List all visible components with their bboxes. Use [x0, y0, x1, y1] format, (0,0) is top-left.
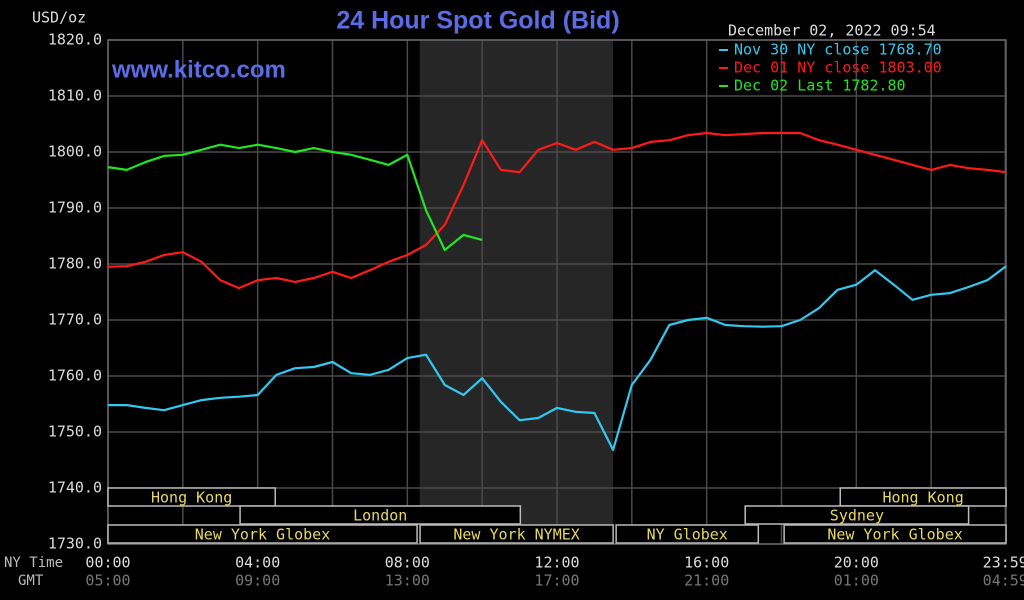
- series-line: [107, 143, 483, 252]
- y-tick-label: 1760.0: [48, 367, 102, 385]
- y-tick-label: 1770.0: [48, 311, 102, 329]
- session-box: [239, 505, 522, 525]
- y-tick-label: 1750.0: [48, 423, 102, 441]
- y-tick-label: 1820.0: [48, 31, 102, 49]
- legend-label: Dec 02 Last 1782.80: [734, 77, 906, 95]
- legend-label: Dec 01 NY close 1803.00: [734, 59, 942, 77]
- timestamp: December 02, 2022 09:54: [728, 22, 936, 40]
- session-label: Sydney: [830, 507, 884, 525]
- legend-label: Nov 30 NY close 1768.70: [734, 41, 942, 59]
- x2-tick-label: 09:00: [235, 572, 280, 590]
- x-tick-label: 00:00: [85, 554, 130, 572]
- y-unit: USD/oz: [32, 9, 86, 27]
- x-tick-label: 20:00: [834, 554, 879, 572]
- session-label: New York NYMEX: [453, 526, 579, 544]
- series-line: [107, 131, 1007, 290]
- x-tick-label: 12:00: [534, 554, 579, 572]
- x-tick-label: 08:00: [385, 554, 430, 572]
- x2-label: GMT: [18, 573, 44, 589]
- series-line: [108, 265, 1007, 451]
- x-label: NY Time: [4, 555, 63, 571]
- x2-tick-label: 01:00: [834, 572, 879, 590]
- chart-title: 24 Hour Spot Gold (Bid): [336, 7, 619, 35]
- plot-border: [107, 39, 1007, 545]
- session-box: [107, 524, 418, 544]
- session-label: Hong Kong: [151, 489, 232, 507]
- x2-tick-label: 21:00: [684, 572, 729, 590]
- x-tick-label: 04:00: [235, 554, 280, 572]
- y-tick-label: 1780.0: [48, 255, 102, 273]
- watermark: www.kitco.com: [111, 56, 286, 83]
- session-box: [615, 524, 760, 544]
- x2-tick-label: 13:00: [385, 572, 430, 590]
- y-tick-label: 1810.0: [48, 87, 102, 105]
- x2-tick-label: 05:00: [85, 572, 130, 590]
- session-box: [744, 505, 970, 525]
- x2-tick-label: 17:00: [534, 572, 579, 590]
- x-tick-label: 23:59: [983, 554, 1024, 572]
- x-tick-label: 16:00: [684, 554, 729, 572]
- session-label: New York Globex: [827, 526, 962, 544]
- session-label: London: [353, 507, 407, 525]
- x2-tick-label: 04:59: [983, 572, 1024, 590]
- y-tick-label: 1790.0: [48, 199, 102, 217]
- session-box: [107, 487, 277, 507]
- y-tick-label: 1740.0: [48, 479, 102, 497]
- session-box: [419, 524, 614, 544]
- session-label: Hong Kong: [882, 489, 963, 507]
- y-tick-label: 1730.0: [48, 535, 102, 553]
- session-box: [783, 524, 1007, 544]
- y-tick-label: 1800.0: [48, 143, 102, 161]
- session-label: New York Globex: [195, 526, 330, 544]
- session-label: NY Globex: [647, 526, 728, 544]
- shaded-span: [419, 40, 614, 544]
